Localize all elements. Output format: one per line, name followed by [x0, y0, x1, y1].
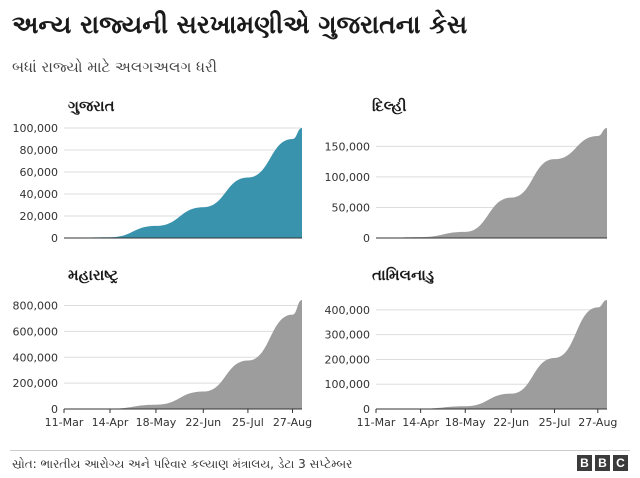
x-tick-label-2-4: 25-Jul [232, 416, 264, 429]
source-note: સ્રોત: ભારતીય આરોગ્ય અને પરિવાર કલ્યાણ મ… [12, 457, 353, 471]
x-tick-label-3-2: 18-May [445, 416, 486, 429]
y-tick-label-2-1: 200,000 [13, 377, 59, 390]
y-tick-label-0-1: 20,000 [20, 210, 59, 223]
y-tick-label-2-4: 800,000 [13, 300, 59, 313]
x-tick-label-2-5: 27-Aug [273, 416, 312, 429]
bbc-logo-letter-b1: B [577, 455, 592, 471]
y-tick-label-1-2: 100,000 [325, 171, 371, 184]
x-tick-label-3-0: 11-Mar [357, 416, 396, 429]
y-tick-label-1-1: 50,000 [332, 201, 371, 214]
y-tick-label-3-4: 400,000 [325, 304, 371, 317]
page-title: અન્ય રાજ્યની સરખામણીએ ગુજરાતના કેસ [12, 10, 468, 39]
y-tick-label-0-2: 40,000 [20, 188, 59, 201]
y-tick-label-2-2: 400,000 [13, 351, 59, 364]
x-tick-label-2-0: 11-Mar [45, 416, 84, 429]
area-series-1 [376, 128, 607, 238]
y-tick-label-0-4: 80,000 [20, 144, 59, 157]
x-tick-label-2-3: 22-Jun [185, 416, 221, 429]
area-series-3 [376, 300, 607, 409]
y-tick-label-3-1: 100,000 [325, 378, 371, 391]
y-tick-label-1-0: 0 [363, 232, 370, 245]
bbc-logo-letter-b2: B [595, 455, 610, 471]
y-tick-label-1-3: 150,000 [325, 140, 371, 153]
panel-title-1: દિલ્હી [372, 97, 407, 115]
x-tick-label-3-3: 22-Jun [493, 416, 529, 429]
area-series-0 [64, 128, 302, 238]
x-tick-label-3-5: 27-Aug [578, 416, 617, 429]
panel-title-0: ગુજરાત [68, 97, 115, 115]
y-tick-label-0-0: 0 [51, 232, 58, 245]
y-tick-label-2-3: 600,000 [13, 325, 59, 338]
bbc-logo: B B C [577, 455, 628, 471]
area-series-2 [64, 300, 302, 409]
x-tick-label-2-2: 18-May [136, 416, 177, 429]
x-tick-label-3-1: 14-Apr [402, 416, 439, 429]
y-tick-label-3-3: 300,000 [325, 329, 371, 342]
panel-title-2: મહારાષ્ટ્ર [68, 266, 118, 284]
y-tick-label-3-0: 0 [363, 403, 370, 416]
y-tick-label-0-3: 60,000 [20, 166, 59, 179]
x-tick-label-3-4: 25-Jul [539, 416, 571, 429]
y-tick-label-0-5: 100,000 [13, 122, 59, 135]
y-tick-label-3-2: 200,000 [325, 353, 371, 366]
footer-divider [10, 450, 630, 451]
bbc-logo-letter-c: C [613, 455, 628, 471]
page-subtitle: બધાં રાજ્યો માટે અલગઅલગ ધરી [12, 58, 218, 76]
x-tick-label-2-1: 14-Apr [92, 416, 129, 429]
panel-title-3: તામિલનાડુ [372, 266, 434, 284]
y-tick-label-2-0: 0 [51, 403, 58, 416]
